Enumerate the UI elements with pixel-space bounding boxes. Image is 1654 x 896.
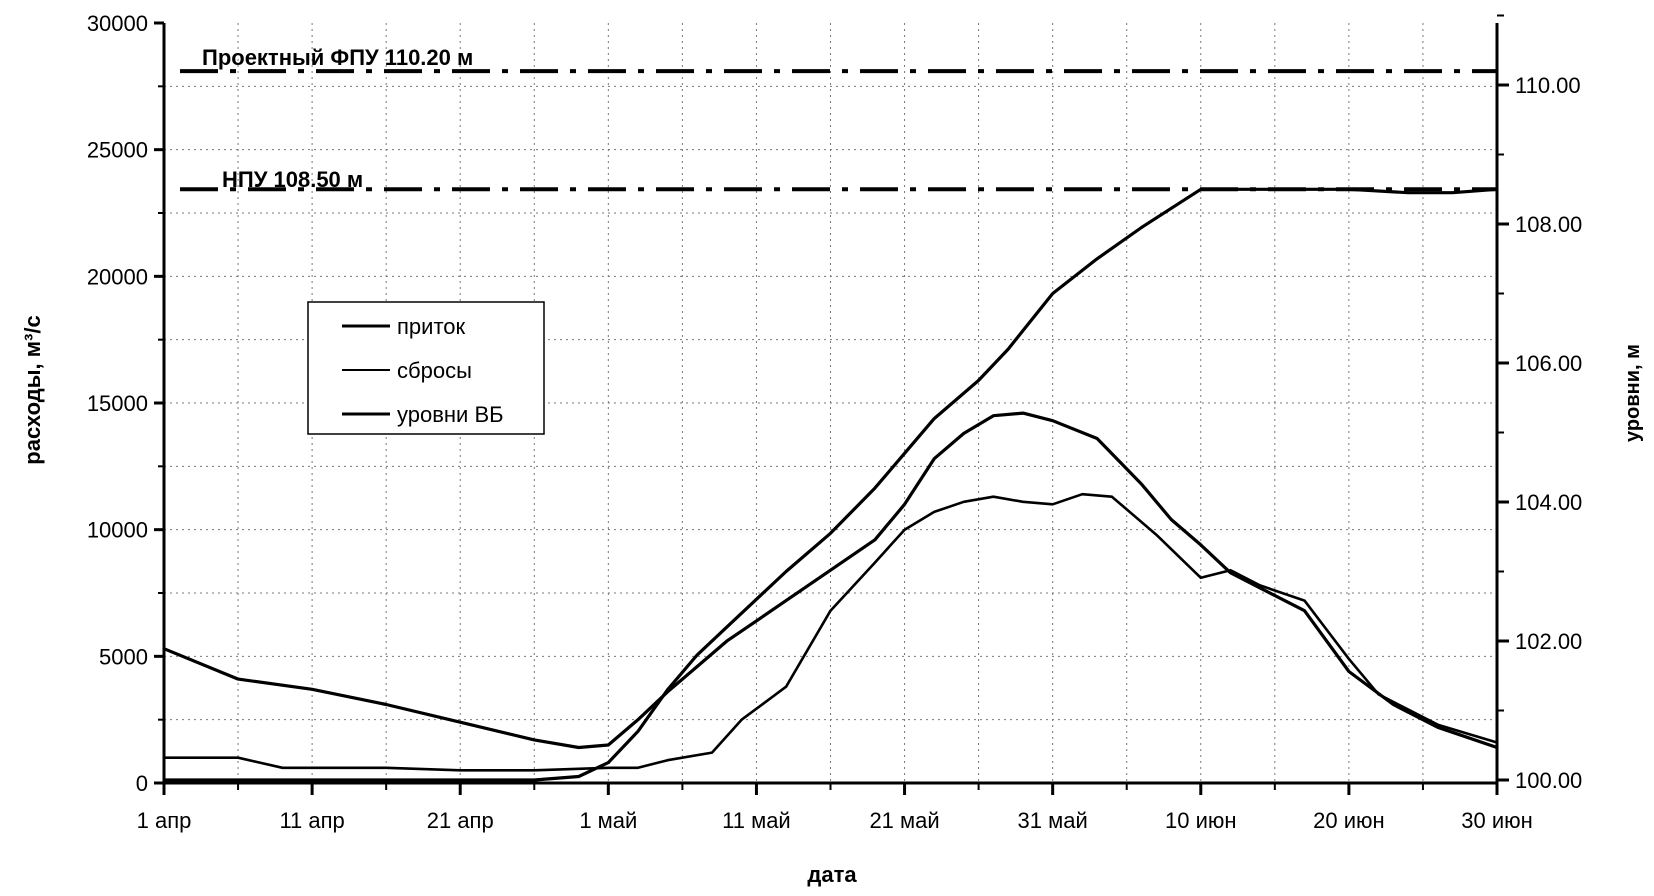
x-tick-label: 1 апр <box>137 808 192 833</box>
y-left-tick-label: 25000 <box>87 138 148 163</box>
y-left-tick-label: 0 <box>136 771 148 796</box>
reference-labels: Проектный ФПУ 110.20 м НПУ 108.50 м <box>202 45 473 192</box>
x-tick-label: 31 май <box>1018 808 1088 833</box>
series-discharge-line <box>162 492 1499 772</box>
axis-titles: дата расходы, м³/с уровни, м <box>20 315 1644 887</box>
x-tick-label: 20 июн <box>1313 808 1385 833</box>
ref-label-npu: НПУ 108.50 м <box>222 167 363 192</box>
axes-layer: 0 5000 10000 15000 20000 25000 30000 100.00 102.… <box>87 11 1582 833</box>
reference-lines <box>180 69 1497 192</box>
y-left-tick-label: 20000 <box>87 264 148 289</box>
y-right-tick-label: 104.00 <box>1515 490 1582 515</box>
series-levels-line <box>162 187 1499 782</box>
y-left-axis-title: расходы, м³/с <box>20 315 45 464</box>
series-layer <box>162 187 1499 782</box>
x-tick-label: 11 май <box>722 808 791 833</box>
x-tick-label: 30 июн <box>1461 808 1533 833</box>
y-right-tick-label: 108.00 <box>1515 212 1582 237</box>
legend-label-discharge: сбросы <box>397 358 472 383</box>
x-axis-title: дата <box>807 862 857 887</box>
y-right-tick-label: 100.00 <box>1515 768 1582 793</box>
y-left-tick-label: 15000 <box>87 391 148 416</box>
y-left-tick-label: 30000 <box>87 11 148 36</box>
y-right-axis-title: уровни, м <box>1622 344 1644 442</box>
y-right-tick-label: 102.00 <box>1515 629 1582 654</box>
x-tick-label: 11 апр <box>279 808 344 833</box>
y-right-tick-label: 106.00 <box>1515 351 1582 376</box>
ref-label-fpu: Проектный ФПУ 110.20 м <box>202 45 473 70</box>
x-tick-label: 1 май <box>579 808 637 833</box>
y-left-tick-label: 5000 <box>99 644 148 669</box>
legend-box <box>307 301 545 435</box>
legend-label-inflow: приток <box>397 314 466 339</box>
legend: приток сбросы уровни ВБ <box>307 301 545 435</box>
x-tick-label: 21 апр <box>427 808 494 833</box>
y-right-tick-label: 110.00 <box>1515 73 1581 98</box>
series-inflow-line <box>162 411 1499 750</box>
x-tick-label: 10 июн <box>1165 808 1237 833</box>
y-left-tick-label: 10000 <box>87 518 148 543</box>
legend-label-levels: уровни ВБ <box>397 402 504 427</box>
x-tick-label: 21 май <box>869 808 939 833</box>
